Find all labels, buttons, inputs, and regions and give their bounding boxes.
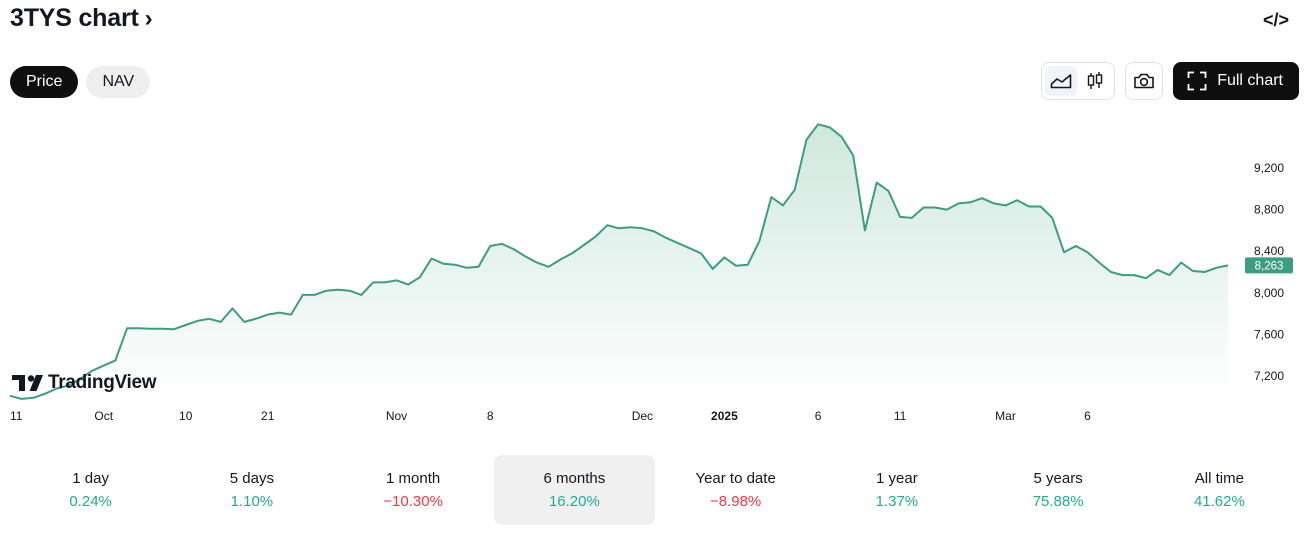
- chevron-right-icon: ›: [144, 4, 153, 32]
- period-1-month[interactable]: 1 month −10.30%: [333, 455, 494, 525]
- camera-icon[interactable]: [1125, 62, 1164, 100]
- last-price-label: 8,263: [1255, 260, 1284, 272]
- period-5-days[interactable]: 5 days 1.10%: [171, 455, 332, 525]
- tradingview-mark-icon: [12, 375, 43, 391]
- chart-toolbar: Full chart: [1041, 62, 1299, 100]
- x-tick-label: 8: [487, 409, 494, 423]
- period-change: 1.37%: [875, 493, 919, 510]
- period-label: Year to date: [695, 470, 776, 487]
- x-tick-label: 21: [261, 409, 275, 423]
- last-price-badge: [1245, 257, 1293, 274]
- tab-price[interactable]: Price: [10, 66, 79, 98]
- period-label: 5 days: [229, 470, 274, 487]
- period-label: 1 day: [72, 470, 109, 487]
- period-5-years[interactable]: 5 years 75.88%: [978, 455, 1139, 525]
- x-tick-label: 10: [179, 409, 193, 423]
- title-text: 3TYS chart: [10, 4, 139, 32]
- period-1-day[interactable]: 1 day 0.24%: [10, 455, 171, 525]
- price-line: [9, 123, 1229, 400]
- chart-source-tabs: Price NAV: [10, 66, 151, 98]
- price-area-fill: [10, 124, 1228, 399]
- x-tick-label: 6: [1084, 409, 1091, 423]
- period-change: 0.24%: [69, 493, 112, 510]
- price-chart[interactable]: 9,200 8,800 8,400 8,000 7,600 7,200 11 Oct 10 21…: [0, 110, 1309, 440]
- y-tick-label: 8,400: [1254, 244, 1284, 258]
- tradingview-logo-text: TradingView: [48, 372, 157, 393]
- performance-periods: 1 day 0.24% 5 days 1.10% 1 month −10.30%…: [10, 455, 1300, 525]
- period-change: 1.10%: [230, 493, 274, 510]
- full-chart-button[interactable]: Full chart: [1173, 62, 1299, 100]
- period-change: 75.88%: [1032, 493, 1084, 510]
- tradingview-logo[interactable]: TradingView: [12, 372, 157, 394]
- y-tick-label: 8,800: [1254, 203, 1284, 217]
- y-tick-label: 7,200: [1254, 369, 1284, 383]
- full-chart-label: Full chart: [1217, 72, 1283, 89]
- x-tick-label: 2025: [711, 409, 738, 423]
- period-year-to-date[interactable]: Year to date −8.98%: [655, 455, 816, 525]
- y-tick-label: 8,000: [1254, 286, 1284, 300]
- y-tick-label: 9,200: [1254, 161, 1284, 175]
- period-label: 5 years: [1033, 470, 1083, 487]
- line-chart-icon[interactable]: [1045, 66, 1078, 96]
- period-1-year[interactable]: 1 year 1.37%: [816, 455, 977, 525]
- x-tick-label: Oct: [94, 409, 113, 423]
- period-change: −10.30%: [383, 493, 443, 510]
- candles-icon[interactable]: [1079, 66, 1111, 96]
- fullscreen-icon: [1187, 71, 1207, 91]
- period-6-months[interactable]: 6 months 16.20%: [493, 455, 655, 525]
- tab-nav[interactable]: NAV: [86, 66, 151, 98]
- x-tick-label: 11: [10, 409, 23, 423]
- x-tick-label: 11: [894, 409, 907, 423]
- period-all-time[interactable]: All time 41.62%: [1139, 455, 1300, 525]
- period-change: 16.20%: [548, 493, 600, 510]
- x-tick-label: Dec: [632, 409, 653, 423]
- embed-code-icon[interactable]: </>: [1262, 10, 1289, 30]
- page-title[interactable]: 3TYS chart ›: [10, 4, 153, 33]
- period-change: 41.62%: [1193, 493, 1245, 510]
- x-tick-label: Mar: [995, 409, 1016, 423]
- period-label: 1 year: [876, 470, 918, 487]
- x-tick-label: Nov: [386, 409, 407, 423]
- period-label: 1 month: [386, 470, 441, 487]
- x-tick-label: 6: [815, 409, 822, 423]
- chart-style-switcher: [1041, 62, 1116, 100]
- period-label: All time: [1194, 470, 1244, 487]
- period-change: −8.98%: [709, 493, 762, 510]
- period-label: 6 months: [543, 470, 606, 487]
- y-tick-label: 7,600: [1254, 327, 1284, 341]
